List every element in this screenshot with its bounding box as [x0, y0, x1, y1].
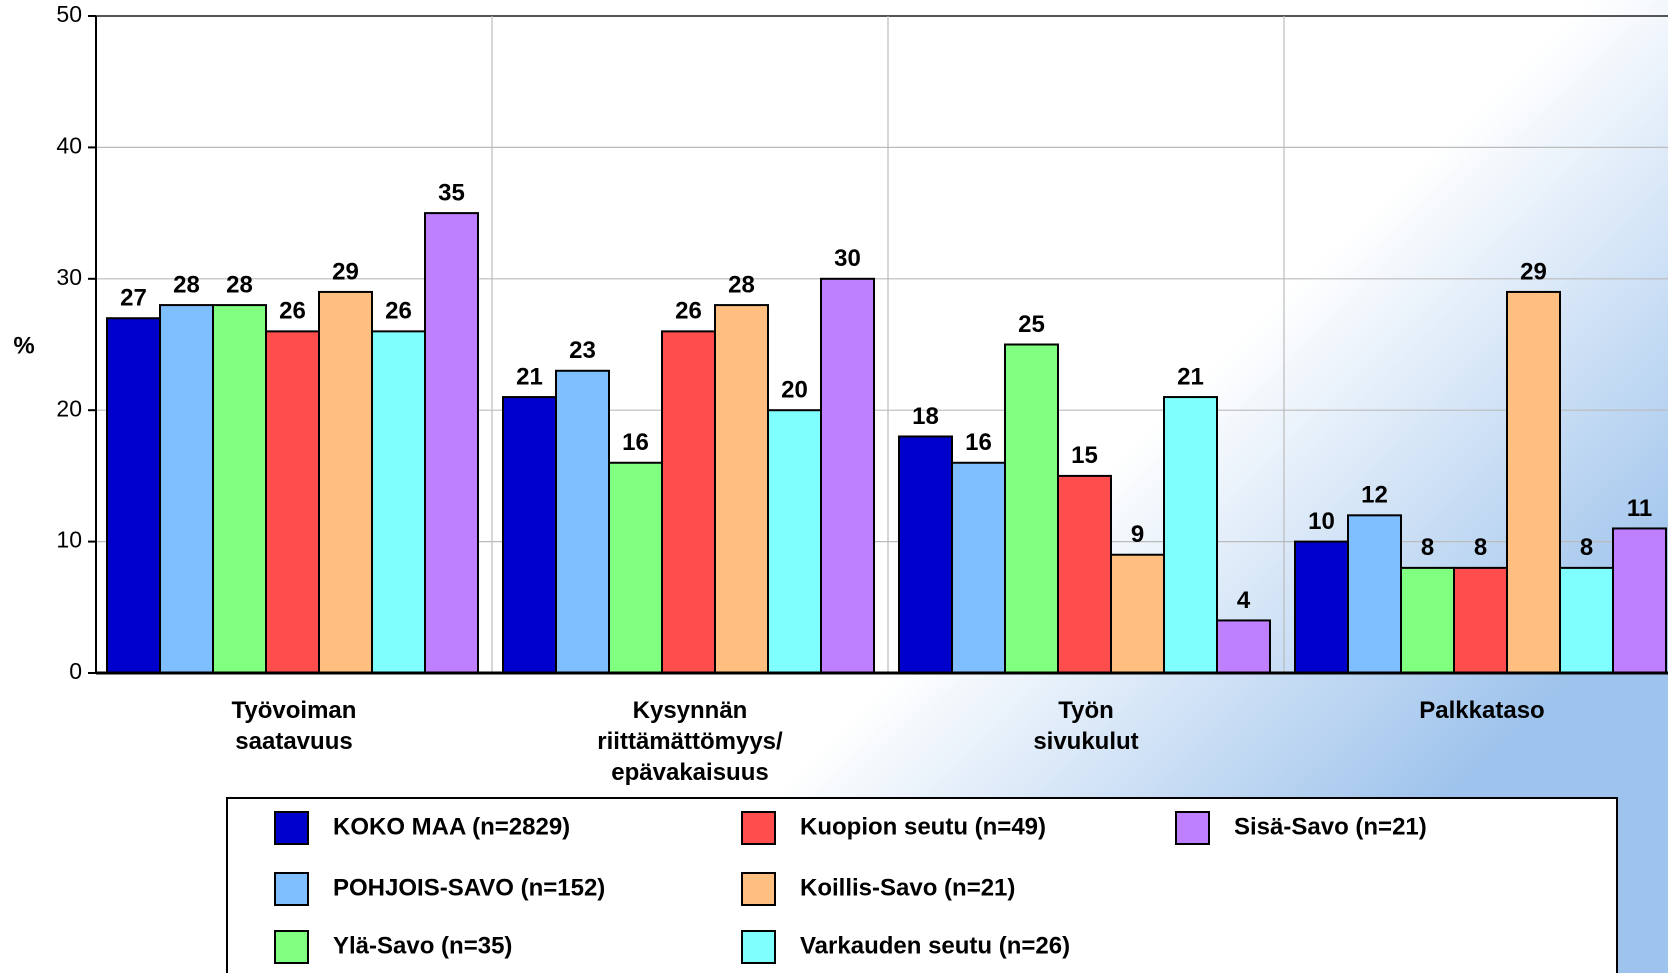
- bar: [502, 396, 557, 674]
- x-tick-line: saatavuus: [235, 728, 352, 755]
- data-label: 29: [332, 258, 359, 285]
- x-tick-label: Työn sivukulut: [1033, 697, 1138, 755]
- legend-box: [226, 797, 1618, 973]
- legend-label: Sisä-Savo (n=21): [1234, 813, 1427, 840]
- bar: [714, 304, 769, 674]
- bar: [212, 304, 267, 674]
- bar: [318, 290, 373, 674]
- data-label: 8: [1421, 534, 1434, 561]
- bar: [555, 369, 610, 674]
- data-label: 23: [569, 337, 596, 364]
- data-label: 9: [1131, 521, 1144, 548]
- bar: [1506, 290, 1561, 674]
- legend-swatch: [741, 872, 776, 906]
- data-label: 11: [1627, 495, 1652, 522]
- bar: [608, 461, 663, 675]
- data-label: 10: [1308, 508, 1335, 535]
- x-tick-label: Palkkataso: [1419, 697, 1544, 724]
- y-tick-label: 50: [56, 1, 82, 27]
- y-tick-label: 30: [56, 264, 82, 290]
- legend-swatch: [274, 872, 309, 906]
- x-tick-line: Työvoiman: [232, 697, 357, 724]
- legend-label: KOKO MAA (n=2829): [333, 813, 570, 840]
- bar: [159, 304, 214, 674]
- bar: [767, 409, 822, 674]
- bar: [661, 330, 716, 674]
- data-label: 18: [912, 403, 939, 430]
- x-tick-line: sivukulut: [1033, 728, 1138, 755]
- bar: [371, 330, 426, 674]
- bar: [424, 212, 479, 674]
- bar: [1347, 514, 1402, 674]
- x-tick-label: Kysynnän riittämättömyys/epävakaisuus: [597, 697, 783, 786]
- bar: [951, 461, 1006, 675]
- bar: [1612, 527, 1667, 675]
- data-label: 28: [728, 271, 755, 298]
- legend-label: POHJOIS-SAVO (n=152): [333, 874, 605, 901]
- legend-swatch: [1175, 811, 1210, 845]
- bar: [1004, 343, 1059, 674]
- y-tick-label: 40: [56, 132, 82, 158]
- data-label: 25: [1018, 311, 1045, 338]
- data-label: 4: [1237, 587, 1251, 614]
- x-tick-line: Kysynnän: [633, 697, 748, 724]
- bar: [1110, 553, 1165, 674]
- legend-label: Ylä-Savo (n=35): [333, 932, 512, 959]
- legend-swatch: [741, 811, 776, 845]
- data-label: 26: [279, 298, 306, 325]
- bar: [265, 330, 320, 674]
- x-tick-line: Työn: [1058, 697, 1114, 724]
- bar: [1400, 566, 1455, 675]
- legend-label: Koillis-Savo (n=21): [800, 874, 1015, 901]
- data-label: 29: [1520, 258, 1547, 285]
- legend-swatch: [274, 811, 309, 845]
- legend-label: Varkauden seutu (n=26): [800, 932, 1070, 959]
- data-label: 26: [385, 298, 412, 325]
- bar: [1294, 540, 1349, 674]
- y-axis-label: %: [13, 332, 34, 359]
- data-label: 30: [834, 245, 861, 272]
- bar: [106, 317, 161, 674]
- y-tick-label: 10: [56, 527, 82, 553]
- data-label: 27: [120, 285, 147, 312]
- bar: [1559, 566, 1614, 675]
- bar: [1216, 619, 1271, 675]
- data-label: 35: [438, 179, 465, 206]
- x-tick-line: Palkkataso: [1419, 697, 1544, 724]
- bar: [1057, 474, 1112, 674]
- x-tick-label: Työvoiman saatavuus: [232, 697, 357, 755]
- data-label: 16: [965, 429, 992, 456]
- bar: [1163, 396, 1218, 674]
- x-tick-line: riittämättömyys/: [597, 728, 783, 755]
- bar: [1453, 566, 1508, 675]
- y-tick-label: 20: [56, 395, 82, 421]
- data-label: 28: [226, 271, 253, 298]
- data-label: 21: [1177, 363, 1204, 390]
- legend-swatch: [741, 930, 776, 964]
- data-label: 28: [173, 271, 200, 298]
- legend-swatch: [274, 930, 309, 964]
- data-label: 21: [516, 363, 543, 390]
- data-label: 8: [1580, 534, 1593, 561]
- y-tick-label: 0: [69, 658, 82, 684]
- data-label: 15: [1071, 442, 1098, 469]
- data-label: 12: [1361, 482, 1388, 509]
- data-label: 20: [781, 377, 808, 404]
- bar: [820, 277, 875, 674]
- legend-label: Kuopion seutu (n=49): [800, 813, 1046, 840]
- data-label: 8: [1474, 534, 1487, 561]
- bar: [898, 435, 953, 675]
- x-tick-line: epävakaisuus: [611, 759, 768, 786]
- data-label: 26: [675, 298, 702, 325]
- data-label: 16: [622, 429, 649, 456]
